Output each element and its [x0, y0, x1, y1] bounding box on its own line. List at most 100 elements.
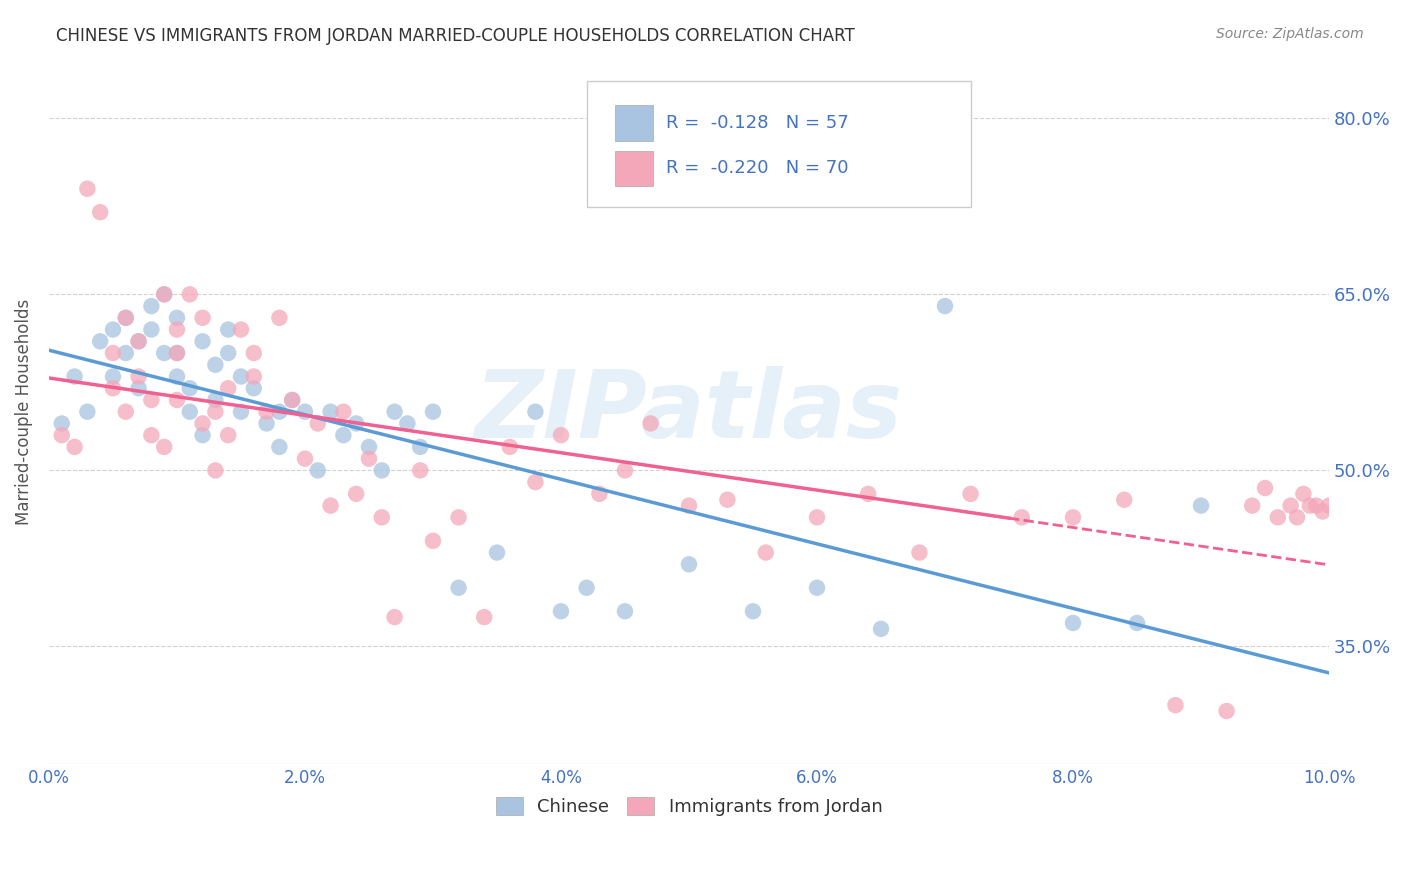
Point — [76, 405, 98, 419]
Point — [101, 369, 124, 384]
Point — [114, 310, 136, 325]
Point — [806, 510, 828, 524]
Point — [179, 287, 201, 301]
Point — [269, 440, 291, 454]
Point — [1317, 499, 1340, 513]
Point — [524, 405, 547, 419]
Point — [1305, 499, 1327, 513]
Point — [141, 428, 163, 442]
Point — [217, 346, 239, 360]
Point — [307, 417, 329, 431]
Point — [204, 392, 226, 407]
Text: ZIPatlas: ZIPatlas — [475, 366, 903, 458]
Point — [242, 381, 264, 395]
Point — [716, 492, 738, 507]
Point — [640, 417, 662, 431]
Point — [153, 346, 176, 360]
Point — [422, 533, 444, 548]
Point — [856, 487, 879, 501]
Point — [384, 405, 406, 419]
Point — [1267, 510, 1289, 524]
Point — [204, 463, 226, 477]
Point — [166, 322, 188, 336]
Point — [371, 463, 394, 477]
Point — [422, 405, 444, 419]
Point — [499, 440, 522, 454]
Point — [89, 334, 111, 349]
Point — [550, 428, 572, 442]
Point — [908, 545, 931, 559]
Point — [396, 417, 419, 431]
Y-axis label: Married-couple Households: Married-couple Households — [15, 299, 32, 524]
Point — [76, 182, 98, 196]
Point — [678, 499, 700, 513]
FancyBboxPatch shape — [614, 105, 654, 141]
Point — [550, 604, 572, 618]
Point — [141, 322, 163, 336]
Point — [357, 451, 380, 466]
Point — [128, 381, 150, 395]
Point — [153, 440, 176, 454]
Text: CHINESE VS IMMIGRANTS FROM JORDAN MARRIED-COUPLE HOUSEHOLDS CORRELATION CHART: CHINESE VS IMMIGRANTS FROM JORDAN MARRIE… — [56, 27, 855, 45]
Point — [678, 558, 700, 572]
Point — [128, 334, 150, 349]
Point — [614, 463, 637, 477]
Point — [217, 381, 239, 395]
Point — [384, 610, 406, 624]
Point — [742, 604, 765, 618]
Point — [191, 417, 214, 431]
Text: Source: ZipAtlas.com: Source: ZipAtlas.com — [1216, 27, 1364, 41]
Point — [588, 487, 610, 501]
Point — [128, 369, 150, 384]
Point — [229, 405, 252, 419]
Text: R =  -0.220   N = 70: R = -0.220 N = 70 — [666, 159, 848, 177]
Point — [179, 381, 201, 395]
Point — [307, 463, 329, 477]
Point — [166, 346, 188, 360]
Point — [153, 287, 176, 301]
Point — [959, 487, 981, 501]
Point — [179, 405, 201, 419]
Point — [114, 405, 136, 419]
Point — [191, 428, 214, 442]
Text: R =  -0.128   N = 57: R = -0.128 N = 57 — [666, 114, 849, 132]
Point — [409, 463, 432, 477]
Point — [217, 428, 239, 442]
Point — [1062, 615, 1084, 630]
Point — [89, 205, 111, 219]
Point — [1126, 615, 1149, 630]
Point — [1114, 492, 1136, 507]
Point — [166, 392, 188, 407]
Point — [934, 299, 956, 313]
Point — [371, 510, 394, 524]
Point — [51, 417, 73, 431]
Point — [166, 369, 188, 384]
Point — [256, 405, 278, 419]
Point — [1285, 510, 1308, 524]
FancyBboxPatch shape — [586, 81, 970, 208]
Point — [344, 417, 367, 431]
Point — [409, 440, 432, 454]
Point — [472, 610, 495, 624]
Legend: Chinese, Immigrants from Jordan: Chinese, Immigrants from Jordan — [486, 788, 891, 825]
Point — [256, 417, 278, 431]
Point — [114, 310, 136, 325]
Point — [447, 581, 470, 595]
Point — [281, 392, 304, 407]
Point — [294, 451, 316, 466]
Point — [281, 392, 304, 407]
Point — [1164, 698, 1187, 713]
Point — [755, 545, 778, 559]
Point — [63, 369, 86, 384]
Point — [101, 381, 124, 395]
Point — [166, 310, 188, 325]
Point — [191, 334, 214, 349]
Point — [204, 405, 226, 419]
Point — [101, 346, 124, 360]
Point — [63, 440, 86, 454]
Point — [1011, 510, 1033, 524]
Point — [166, 346, 188, 360]
Point — [614, 604, 637, 618]
Point — [269, 310, 291, 325]
Point — [357, 440, 380, 454]
